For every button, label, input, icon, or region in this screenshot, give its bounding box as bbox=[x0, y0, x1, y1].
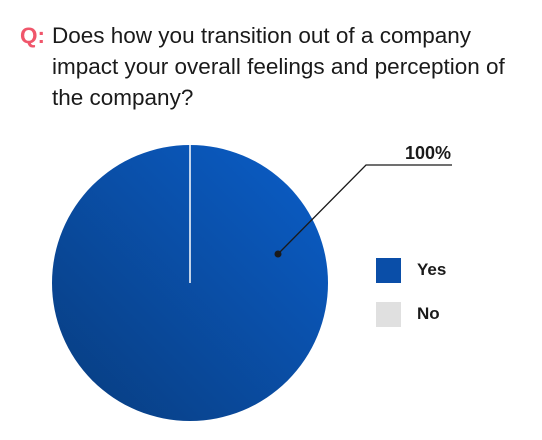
question-text: Does how you transition out of a company… bbox=[52, 23, 505, 110]
legend-label-yes: Yes bbox=[417, 260, 447, 279]
legend-item-no: No bbox=[376, 301, 446, 327]
legend-swatch-no bbox=[376, 301, 401, 327]
data-label-leader-line bbox=[277, 164, 452, 255]
data-label-dot bbox=[274, 250, 282, 258]
legend: Yes No bbox=[376, 257, 446, 345]
question-prefix: Q: bbox=[20, 23, 45, 48]
data-label-yes: 100% bbox=[405, 143, 451, 163]
legend-swatch-yes bbox=[376, 257, 401, 283]
legend-label-no: No bbox=[417, 304, 440, 323]
legend-item-yes: Yes bbox=[376, 257, 446, 283]
question: Q: Does how you transition out of a comp… bbox=[20, 20, 535, 113]
